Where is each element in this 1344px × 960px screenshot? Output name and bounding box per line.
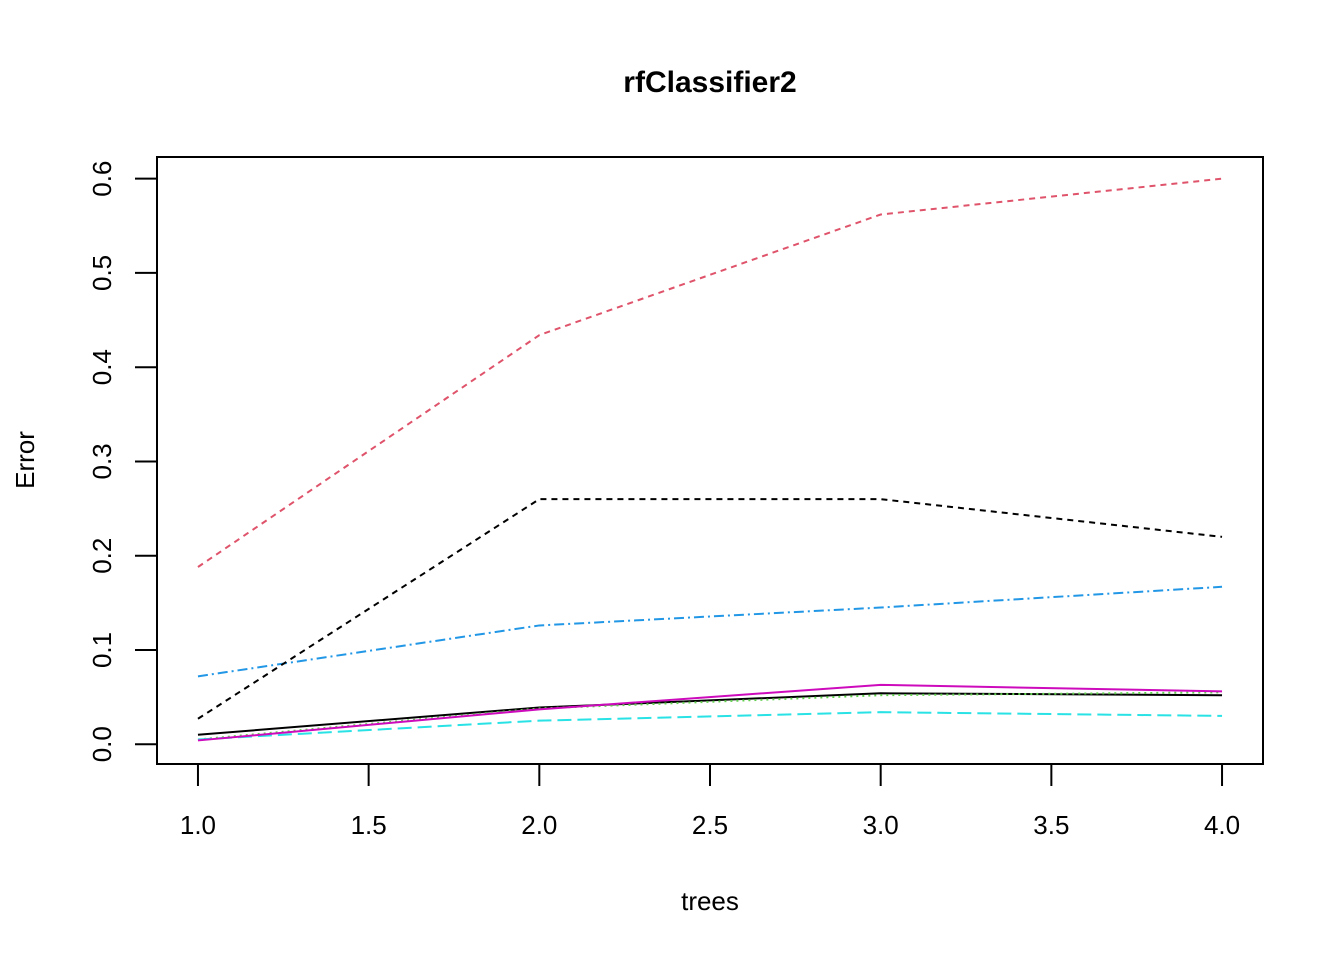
x-tick-label: 3.5 xyxy=(1033,810,1069,840)
series-line-4 xyxy=(197,585,1223,678)
x-tick-label: 1.0 xyxy=(180,810,216,840)
x-tick-label: 2.5 xyxy=(692,810,728,840)
y-axis-label: Error xyxy=(10,431,40,489)
series-line-2 xyxy=(197,177,1223,568)
x-tick-label: 2.0 xyxy=(521,810,557,840)
series-line-5 xyxy=(197,711,1223,741)
x-tick-label: 1.5 xyxy=(351,810,387,840)
y-axis: 0.0 0.1 0.2 0.3 0.4 0.5 0.6 xyxy=(87,161,158,762)
x-axis-label: trees xyxy=(681,886,739,916)
series-line-7 xyxy=(197,498,1223,720)
plot-frame xyxy=(156,156,1264,765)
y-tick-label: 0.0 xyxy=(87,726,117,762)
series-layer xyxy=(197,177,1223,742)
series-line-6 xyxy=(197,683,1223,742)
y-tick-label: 0.5 xyxy=(87,255,117,291)
y-tick-label: 0.3 xyxy=(87,443,117,479)
y-tick-label: 0.6 xyxy=(87,161,117,197)
series-line-1 xyxy=(197,692,1223,736)
y-tick-label: 0.1 xyxy=(87,632,117,668)
x-axis: 1.0 1.5 2.0 2.5 3.0 3.5 4.0 xyxy=(180,763,1240,840)
x-tick-label: 3.0 xyxy=(863,810,899,840)
x-tick-label: 4.0 xyxy=(1204,810,1240,840)
y-tick-label: 0.2 xyxy=(87,538,117,574)
chart-title: rfClassifier2 xyxy=(623,66,796,99)
y-tick-label: 0.4 xyxy=(87,349,117,385)
